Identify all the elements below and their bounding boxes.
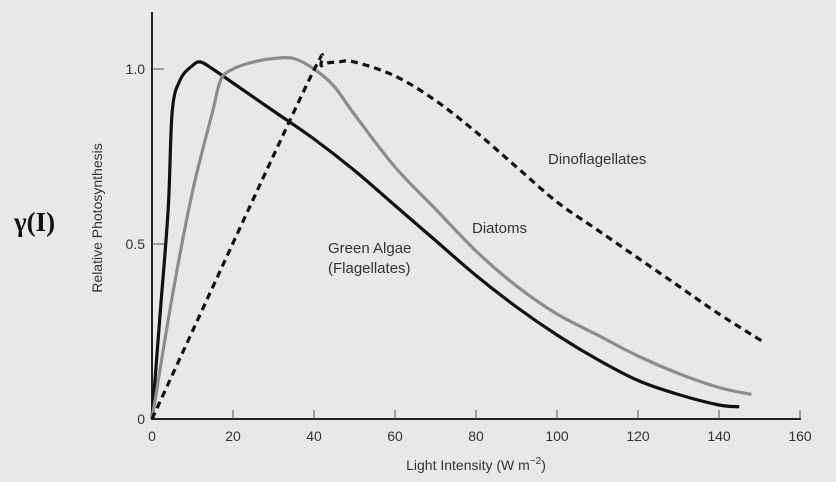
series-line-diatoms [150, 55, 752, 420]
x-tick-label: 80 [468, 428, 484, 444]
x-tick-label: 140 [707, 428, 731, 444]
series-label-flagellates: (Flagellates) [328, 260, 411, 277]
series-label-diatoms: Diatoms [472, 220, 527, 237]
x-tick-label: 40 [306, 428, 322, 444]
x-tick-label: 0 [148, 428, 156, 444]
series-line-green-algae [150, 60, 740, 420]
x-tick-label: 160 [788, 428, 812, 444]
gamma-symbol: γ(I) [14, 207, 56, 237]
series-label-green-algae: Green Algae [328, 240, 411, 257]
series-line-dinoflagellates [150, 53, 765, 420]
y-tick-label: 0 [137, 411, 145, 427]
x-axis-label: Light Intensity (W m−2) [406, 456, 546, 473]
x-tick-label: 100 [545, 428, 569, 444]
y-axis-label: Relative Photosynthesis [89, 143, 105, 292]
y-tick-label: 0.5 [126, 236, 146, 252]
x-tick-label: 60 [387, 428, 403, 444]
x-tick-label: 120 [626, 428, 650, 444]
series-label-dinoflagellates: Dinoflagellates [548, 151, 646, 168]
x-tick-label: 20 [225, 428, 241, 444]
y-tick-label: 1.0 [126, 61, 146, 77]
